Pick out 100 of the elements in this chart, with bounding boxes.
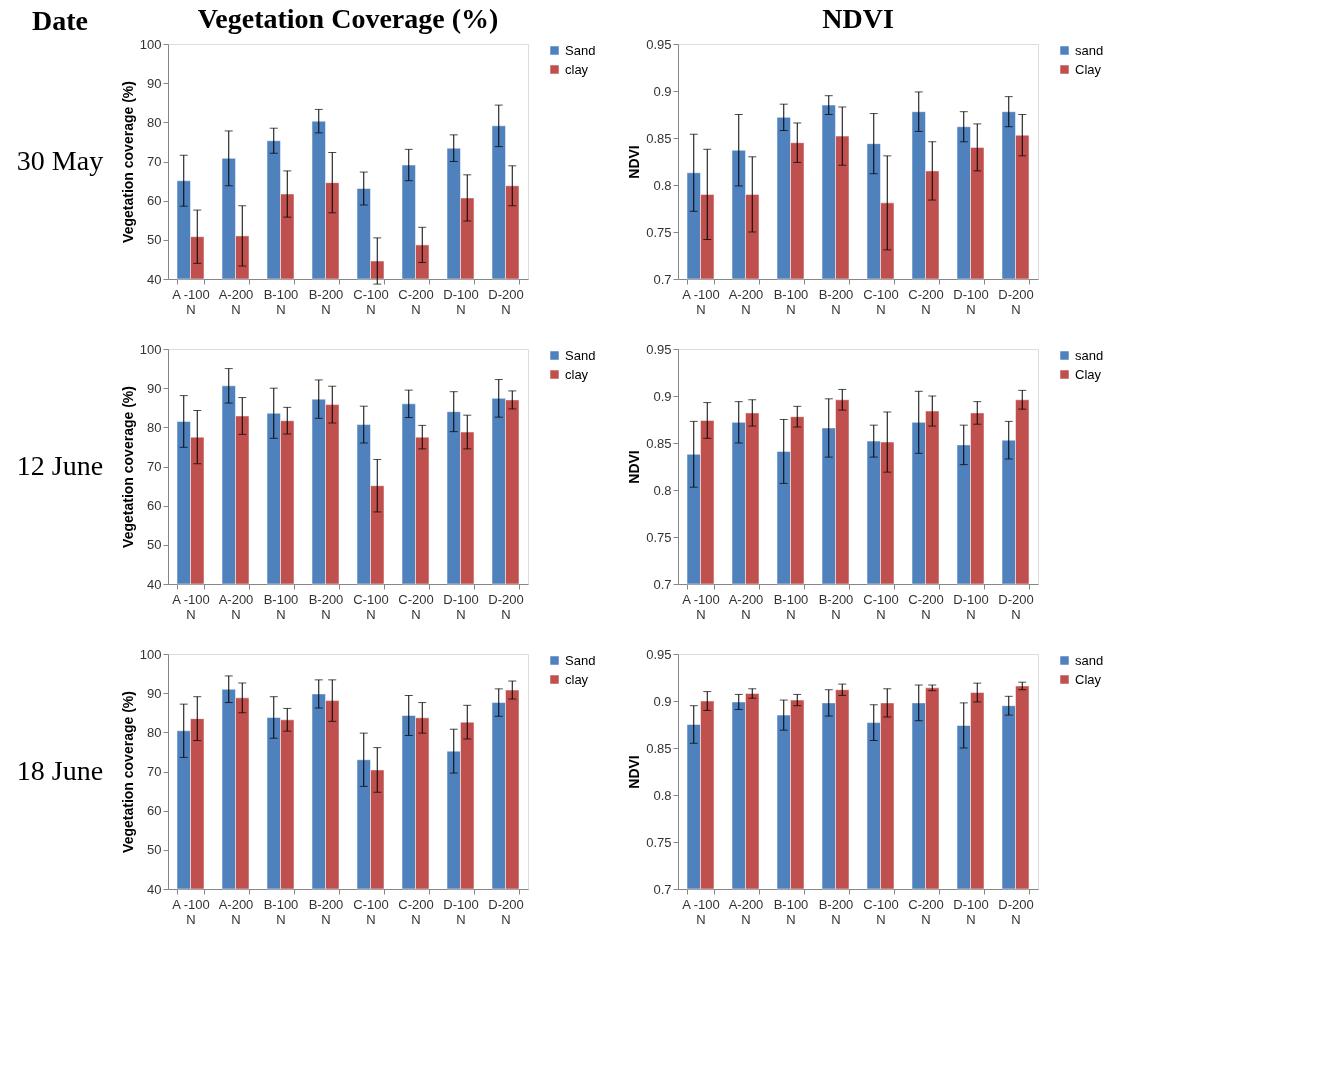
legend-label: Sand (565, 652, 596, 668)
x-tick-label: B-100 N (263, 896, 299, 927)
y-tick-label: 90 (147, 75, 162, 91)
x-tick-label: C-200 N (398, 591, 434, 622)
y-tick-label: 50 (147, 232, 162, 248)
x-tick-label: D-200 N (488, 896, 524, 927)
y-tick-label: 0.95 (646, 36, 672, 52)
y-axis-title: Vegetation coverage (%) (119, 81, 136, 243)
x-tick-label: D-100 N (953, 896, 989, 927)
legend-label: Clay (1075, 671, 1102, 687)
legend-label: Clay (1075, 61, 1102, 77)
y-tick-label: 0.85 (646, 740, 672, 756)
legend-label: clay (565, 366, 589, 382)
y-tick-label: 60 (147, 498, 162, 514)
y-axis-title: NDVI (626, 755, 643, 789)
x-tick-label: B-200 N (818, 286, 854, 317)
x-tick-label: A -100 N (172, 591, 210, 622)
legend-label: sand (1075, 652, 1104, 668)
chart-title: Vegetation Coverage (%) (197, 3, 499, 34)
y-tick-label: 90 (147, 380, 162, 396)
text: 12 June (16, 449, 104, 481)
y-axis-title: Vegetation coverage (%) (119, 386, 136, 548)
x-tick-label: C-100 N (353, 591, 389, 622)
x-tick-label: D-100 N (443, 896, 479, 927)
y-tick-label: 0.9 (653, 83, 672, 99)
legend-label: Clay (1075, 366, 1102, 382)
x-tick-label: A -100 N (172, 896, 210, 927)
y-tick-label: 0.8 (653, 787, 672, 803)
y-tick-label: 0.95 (646, 341, 672, 357)
y-tick-label: 70 (147, 459, 162, 474)
y-tick-label: 70 (147, 154, 162, 169)
y-tick-label: 60 (147, 193, 162, 209)
y-tick-label: 100 (139, 341, 162, 357)
x-tick-label: D-200 N (998, 896, 1034, 927)
y-tick-label: 100 (139, 36, 162, 52)
x-tick-label: A-200 N (728, 591, 764, 622)
x-tick-label: C-200 N (908, 591, 944, 622)
x-tick-label: A-200 N (218, 591, 254, 622)
text: 30 May (16, 144, 104, 176)
y-tick-label: 50 (147, 537, 162, 553)
x-tick-label: B-100 N (263, 591, 299, 622)
x-tick-label: B-100 N (773, 286, 809, 317)
text: Date (32, 5, 88, 36)
x-tick-label: A -100 N (682, 896, 720, 927)
text: 18 June (16, 754, 104, 786)
x-tick-label: D-200 N (998, 591, 1034, 622)
x-tick-label: C-200 N (908, 286, 944, 317)
y-tick-label: 0.7 (653, 881, 672, 897)
y-tick-label: 40 (147, 881, 162, 897)
y-tick-label: 90 (147, 685, 162, 701)
x-tick-label: C-100 N (353, 286, 389, 317)
legend-label: Sand (565, 42, 596, 58)
y-tick-label: 0.95 (646, 646, 672, 662)
y-tick-label: 0.75 (646, 529, 672, 545)
chart-title: NDVI (822, 3, 894, 34)
x-tick-label: B-200 N (308, 591, 344, 622)
y-tick-label: 0.75 (646, 224, 672, 240)
x-tick-label: B-200 N (818, 591, 854, 622)
y-axis-title: NDVI (626, 450, 643, 484)
x-tick-label: D-200 N (998, 286, 1034, 317)
x-tick-label: A -100 N (682, 286, 720, 317)
x-tick-label: B-200 N (818, 896, 854, 927)
x-tick-label: D-100 N (953, 286, 989, 317)
y-tick-label: 50 (147, 842, 162, 858)
y-tick-label: 0.85 (646, 130, 672, 146)
x-tick-label: A-200 N (218, 286, 254, 317)
x-tick-label: D-200 N (488, 591, 524, 622)
x-tick-label: D-100 N (953, 591, 989, 622)
x-tick-label: B-100 N (263, 286, 299, 317)
x-tick-label: C-100 N (863, 286, 899, 317)
legend-label: sand (1075, 42, 1104, 58)
y-tick-label: 60 (147, 803, 162, 819)
x-tick-label: C-100 N (863, 591, 899, 622)
legend-label: clay (565, 61, 589, 77)
x-tick-label: B-100 N (773, 896, 809, 927)
y-tick-label: 80 (147, 114, 162, 130)
x-tick-label: A -100 N (172, 286, 210, 317)
x-tick-label: A-200 N (218, 896, 254, 927)
y-axis-title: NDVI (626, 145, 643, 179)
x-tick-label: B-200 N (308, 286, 344, 317)
x-tick-label: C-100 N (863, 896, 899, 927)
x-tick-label: C-100 N (353, 896, 389, 927)
y-tick-label: 0.75 (646, 834, 672, 850)
x-tick-label: C-200 N (398, 286, 434, 317)
y-tick-label: 100 (139, 646, 162, 662)
legend-label: sand (1075, 347, 1104, 363)
y-axis-title: Vegetation coverage (%) (119, 691, 136, 853)
y-tick-label: 0.8 (653, 482, 672, 498)
y-tick-label: 0.7 (653, 576, 672, 592)
y-tick-label: 0.9 (653, 388, 672, 404)
x-tick-label: D-100 N (443, 591, 479, 622)
y-tick-label: 0.9 (653, 693, 672, 709)
x-tick-label: C-200 N (398, 896, 434, 927)
x-tick-label: B-100 N (773, 591, 809, 622)
x-tick-label: A-200 N (728, 286, 764, 317)
y-tick-label: 70 (147, 764, 162, 779)
y-tick-label: 40 (147, 576, 162, 592)
y-tick-label: 40 (147, 271, 162, 287)
x-tick-label: A -100 N (682, 591, 720, 622)
x-tick-label: D-200 N (488, 286, 524, 317)
